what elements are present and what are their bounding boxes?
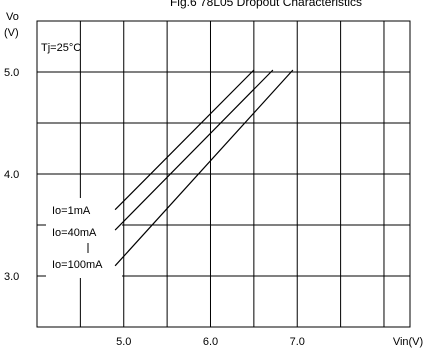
x-tick-label: 7.0: [290, 336, 305, 348]
x-tick-label: 6.0: [203, 336, 218, 348]
series-label-2: Io=40mA: [52, 227, 97, 239]
plot-frame: [36, 20, 411, 328]
y-tick-label: 4.0: [4, 169, 19, 181]
series-label-1: Io=1mA: [52, 205, 91, 217]
grid: [37, 21, 410, 327]
label-background: [46, 198, 122, 278]
series-line-1: [114, 69, 255, 211]
y-axis-label-unit: (V): [4, 27, 19, 39]
x-axis-label: Vin(V): [393, 336, 423, 348]
x-tick-label: 5.0: [116, 336, 131, 348]
series-labels: Io=1mA Io=40mA Io=100mA: [52, 205, 103, 271]
series-line-3: [114, 69, 294, 267]
annotation-temperature: Tj=25°C: [41, 42, 81, 54]
series-layer: [46, 69, 294, 278]
y-axis-label-vo: Vo: [6, 11, 19, 23]
series-label-3: Io=100mA: [52, 259, 103, 271]
tick-labels: 5.0 6.0 7.0 3.0 4.0 5.0: [4, 67, 305, 348]
y-tick-label: 5.0: [4, 67, 19, 79]
y-tick-label: 3.0: [4, 271, 19, 283]
chart-title: Fig.6 78L05 Dropout Characteristics: [170, 0, 362, 9]
series-line-2: [114, 69, 274, 231]
